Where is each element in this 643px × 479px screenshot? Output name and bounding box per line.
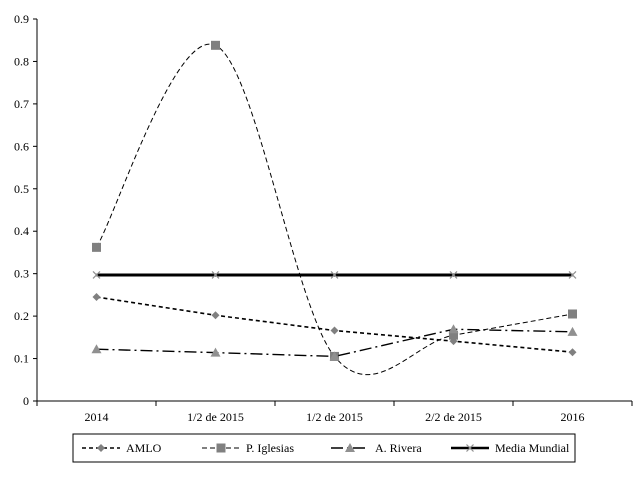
y-tick-label: 0.9 [14,12,29,26]
legend-marker [97,444,105,452]
legend-box [72,433,576,463]
data-point-x [211,271,220,279]
x-axis-ticks: 2014 1/2 de 2015 1/2 de 2015 2/2 de 2015 201… [36,401,633,424]
x-tick-label: 1/2 de 2015 [187,410,244,424]
data-point-triangle [210,347,221,357]
y-tick-label: 0.1 [14,352,29,366]
legend-item-media-mundial: Media Mundial [451,441,570,455]
legend-marker [466,444,474,452]
axes [36,19,632,402]
data-point-diamond [330,326,339,335]
series-line [96,43,573,376]
legend-item-amlo: AMLO [82,441,162,455]
data-point-triangle [448,324,459,334]
legend: AMLO P. Iglesias A. Rivera Media Mundial [72,433,576,463]
legend-label: P. Iglesias [246,441,294,455]
legend-label: A. Rivera [375,441,422,455]
data-point-x [449,271,458,279]
data-point-square [211,40,220,50]
legend-marker [216,443,226,453]
x-marker-stroke [92,271,101,279]
x-marker-stroke [568,271,577,279]
y-tick-label: 0.3 [14,267,29,281]
y-tick-label: 0.7 [14,97,29,111]
data-point-diamond [211,311,220,320]
data-point-square [92,242,101,252]
x-tick-label: 2014 [85,410,109,424]
series-media-mundial [92,271,577,279]
y-tick-label: 0.5 [14,182,29,196]
data-point-x [568,271,577,279]
y-axis-ticks: 0 0.1 0.2 0.3 0.4 0.5 0.6 0.7 0.8 0.9 [14,12,37,408]
data-point-diamond [92,293,101,302]
data-point-diamond [568,348,577,357]
series-p-iglesias [92,40,577,376]
y-tick-label: 0.4 [14,224,29,238]
legend-marker [345,443,355,452]
series-amlo [92,293,577,357]
y-tick-label: 0 [23,394,29,408]
x-tick-label: 2/2 de 2015 [425,410,482,424]
x-marker-stroke [330,271,339,279]
data-point-triangle [567,326,578,336]
x-marker-stroke [466,444,474,452]
data-point-square [449,330,458,340]
legend-item-a-rivera: A. Rivera [331,441,422,455]
legend-label: Media Mundial [495,441,570,455]
data-point-x [330,271,339,279]
x-tick-label: 1/2 de 2015 [306,410,363,424]
x-tick-label: 2016 [561,410,585,424]
y-tick-label: 0.8 [14,54,29,68]
y-tick-label: 0.6 [14,139,29,153]
legend-label: AMLO [126,441,162,455]
data-point-square [568,309,577,319]
series-a-rivera [91,324,578,361]
y-tick-label: 0.2 [14,309,29,323]
series-line [96,296,573,353]
series-lines [91,40,578,376]
legend-item-p-iglesias: P. Iglesias [202,441,294,455]
data-point-triangle [91,344,102,354]
x-marker-stroke [211,271,220,279]
series-line [96,328,573,358]
data-point-triangle [329,351,340,361]
data-point-x [92,271,101,279]
x-marker-stroke [449,271,458,279]
